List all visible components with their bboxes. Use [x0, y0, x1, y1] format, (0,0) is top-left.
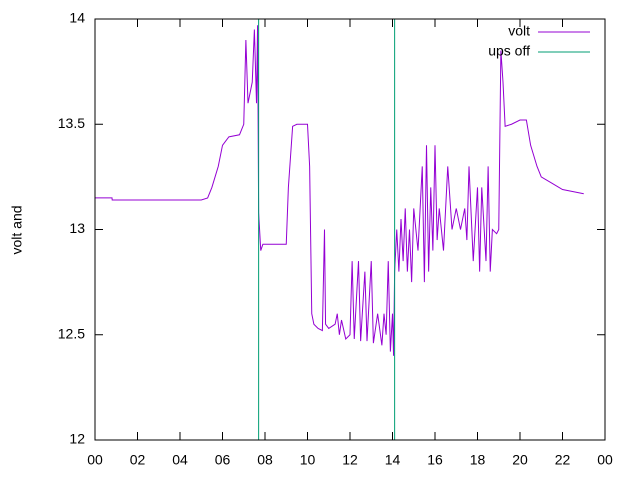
x-tick-label: 14: [385, 452, 401, 468]
x-tick-label: 00: [87, 452, 103, 468]
x-tick-label: 18: [470, 452, 486, 468]
x-tick-label: 08: [257, 452, 273, 468]
legend-label: volt: [508, 23, 530, 39]
x-tick-label: 04: [172, 452, 188, 468]
y-tick-label: 12: [69, 431, 85, 447]
y-tick-label: 13.5: [58, 115, 85, 131]
series-line: [258, 19, 396, 440]
y-tick-label: 12.5: [58, 325, 85, 341]
x-tick-label: 12: [342, 452, 358, 468]
x-tick-label: 10: [300, 452, 316, 468]
plot-border: [94, 18, 606, 441]
y-tick-label: 13: [69, 220, 85, 236]
x-tick-label: 20: [512, 452, 528, 468]
y-axis-label: volt and: [9, 205, 25, 254]
x-tick-label: 02: [130, 452, 146, 468]
legend-label: ups off: [488, 43, 530, 59]
series-line: [95, 25, 584, 356]
x-tick-label: 06: [215, 452, 231, 468]
x-tick-label: 00: [597, 452, 613, 468]
x-tick-label: 22: [555, 452, 571, 468]
x-tick-label: 16: [427, 452, 443, 468]
y-tick-label: 14: [69, 10, 85, 26]
